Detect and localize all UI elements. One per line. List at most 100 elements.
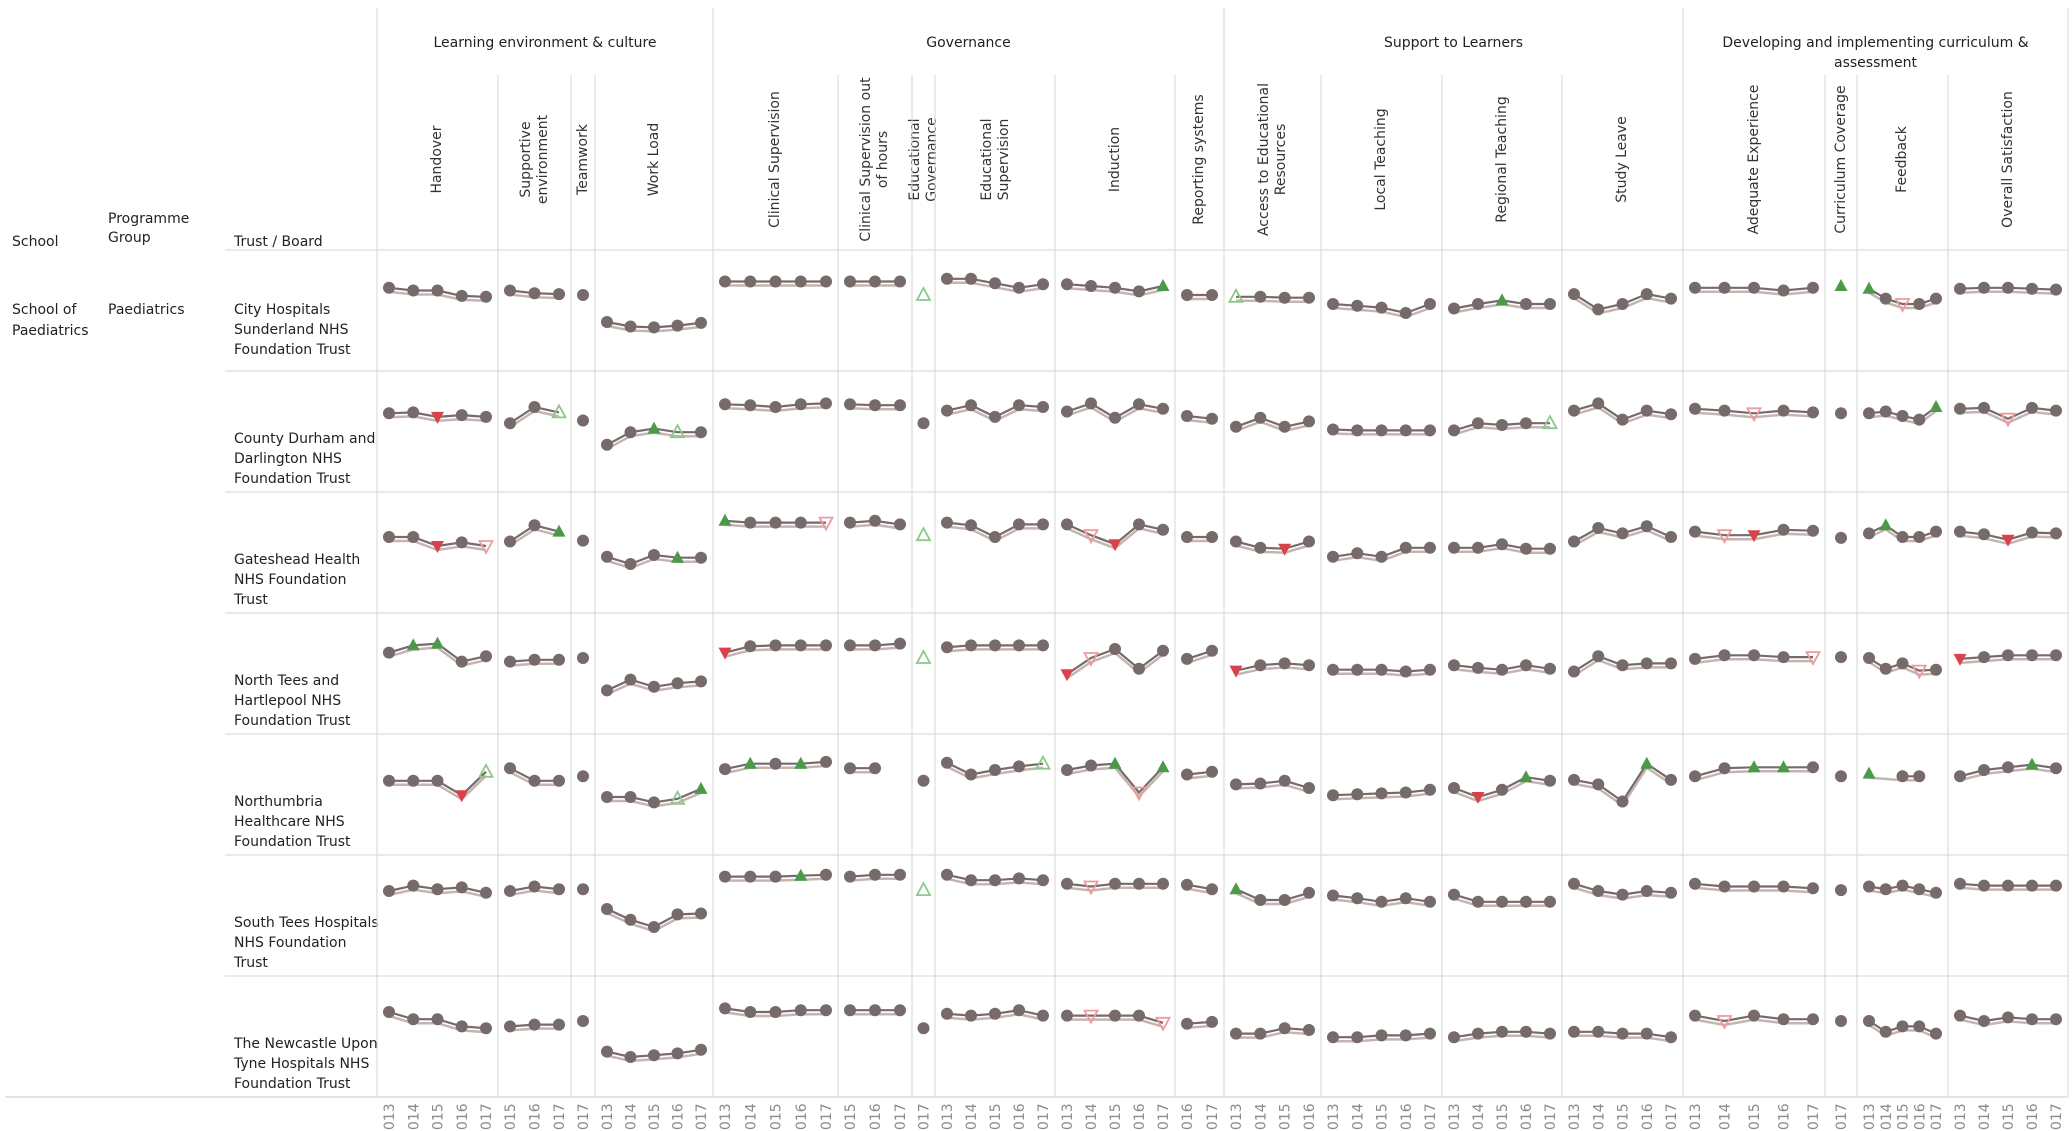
year-tick: 2017 xyxy=(1834,1103,1850,1131)
data-point xyxy=(504,1020,516,1033)
above-marker xyxy=(1777,760,1790,773)
data-point xyxy=(1568,665,1580,678)
above-marker xyxy=(1879,518,1893,531)
data-point xyxy=(769,639,782,652)
data-point xyxy=(1399,665,1412,678)
data-point xyxy=(1896,879,1909,892)
year-tick: 2015 xyxy=(1896,1103,1912,1131)
year-tick: 2014 xyxy=(624,1103,640,1131)
above-marker xyxy=(1640,756,1654,769)
data-point xyxy=(553,653,565,666)
data-point xyxy=(1133,1009,1145,1022)
data-point xyxy=(1109,281,1121,294)
data-point xyxy=(1520,1025,1532,1038)
above-outline-marker xyxy=(915,526,932,542)
year-tick: 2017 xyxy=(1543,1103,1559,1131)
data-point xyxy=(1278,894,1291,906)
data-point xyxy=(1592,778,1605,791)
data-point xyxy=(1278,291,1291,304)
data-point xyxy=(894,518,906,531)
below-marker xyxy=(2001,534,2015,547)
data-point xyxy=(1303,535,1315,548)
above-outline-marker xyxy=(1034,754,1052,770)
data-point xyxy=(1748,880,1760,893)
data-point xyxy=(1807,406,1819,419)
data-point xyxy=(528,287,541,300)
data-point xyxy=(1061,405,1073,418)
data-point xyxy=(794,1004,807,1017)
data-point xyxy=(455,536,468,549)
data-point xyxy=(769,870,782,883)
data-point xyxy=(1399,541,1412,554)
data-point xyxy=(1835,651,1847,664)
data-point xyxy=(820,868,832,881)
data-point xyxy=(1399,1029,1412,1042)
year-tick: 2017 xyxy=(1205,1103,1221,1131)
data-point xyxy=(1303,1024,1315,1036)
below-outline-marker xyxy=(1154,1016,1172,1032)
data-point xyxy=(1157,523,1169,536)
data-point xyxy=(1061,518,1073,531)
above-marker xyxy=(431,636,444,649)
below-marker xyxy=(1471,792,1485,804)
data-point xyxy=(1689,770,1701,783)
data-point xyxy=(383,1006,395,1018)
data-point xyxy=(504,885,516,897)
data-point xyxy=(553,774,565,787)
data-point xyxy=(1954,770,1966,783)
year-tick: 2016 xyxy=(1399,1103,1415,1131)
year-tick: 2016 xyxy=(1777,1103,1793,1131)
data-point xyxy=(844,1004,856,1017)
data-point xyxy=(1544,298,1556,310)
data-point xyxy=(1109,643,1121,655)
data-point xyxy=(1592,522,1605,534)
year-tick: 2014 xyxy=(743,1103,759,1131)
data-point xyxy=(455,881,468,894)
benchmark-line xyxy=(1236,299,1309,303)
data-point xyxy=(1777,523,1790,536)
year-tick: 2015 xyxy=(1616,1103,1632,1131)
year-tick: 2017 xyxy=(819,1103,835,1131)
data-point xyxy=(1013,872,1025,885)
data-point xyxy=(648,921,660,933)
below-outline-marker xyxy=(477,540,495,555)
above-marker xyxy=(718,513,732,526)
data-point xyxy=(1085,759,1097,772)
below-outline-marker xyxy=(817,516,835,532)
data-point xyxy=(1665,292,1677,305)
below-outline-marker xyxy=(1716,1015,1733,1030)
year-tick: 2015 xyxy=(1495,1103,1511,1131)
data-point xyxy=(695,907,707,920)
data-point xyxy=(941,868,953,881)
data-point xyxy=(989,277,1001,290)
data-point xyxy=(769,757,782,770)
data-point xyxy=(1978,528,1990,541)
data-point xyxy=(1496,663,1508,676)
data-point xyxy=(1375,663,1388,676)
data-point xyxy=(1303,886,1315,899)
data-point xyxy=(1206,531,1218,543)
data-point xyxy=(1206,1015,1218,1028)
data-point xyxy=(1424,783,1436,796)
data-point xyxy=(2002,1011,2014,1024)
year-tick: 2016 xyxy=(794,1103,810,1131)
data-point xyxy=(1061,278,1073,291)
data-point xyxy=(1913,1020,1926,1033)
data-point xyxy=(1777,651,1790,664)
year-tick: 2017 xyxy=(479,1103,495,1131)
below-marker xyxy=(431,411,444,424)
data-point xyxy=(480,290,492,303)
above-marker xyxy=(794,756,808,769)
series-line xyxy=(1959,406,2057,420)
data-point xyxy=(1472,298,1484,310)
data-point xyxy=(1930,886,1942,899)
data-point xyxy=(1133,398,1145,411)
data-point xyxy=(1689,402,1701,415)
data-point xyxy=(695,1043,707,1056)
data-point xyxy=(1896,410,1909,422)
data-point xyxy=(844,762,856,775)
data-point xyxy=(1807,882,1819,895)
data-point xyxy=(1954,525,1966,538)
data-point xyxy=(671,908,684,921)
data-point xyxy=(869,514,881,527)
